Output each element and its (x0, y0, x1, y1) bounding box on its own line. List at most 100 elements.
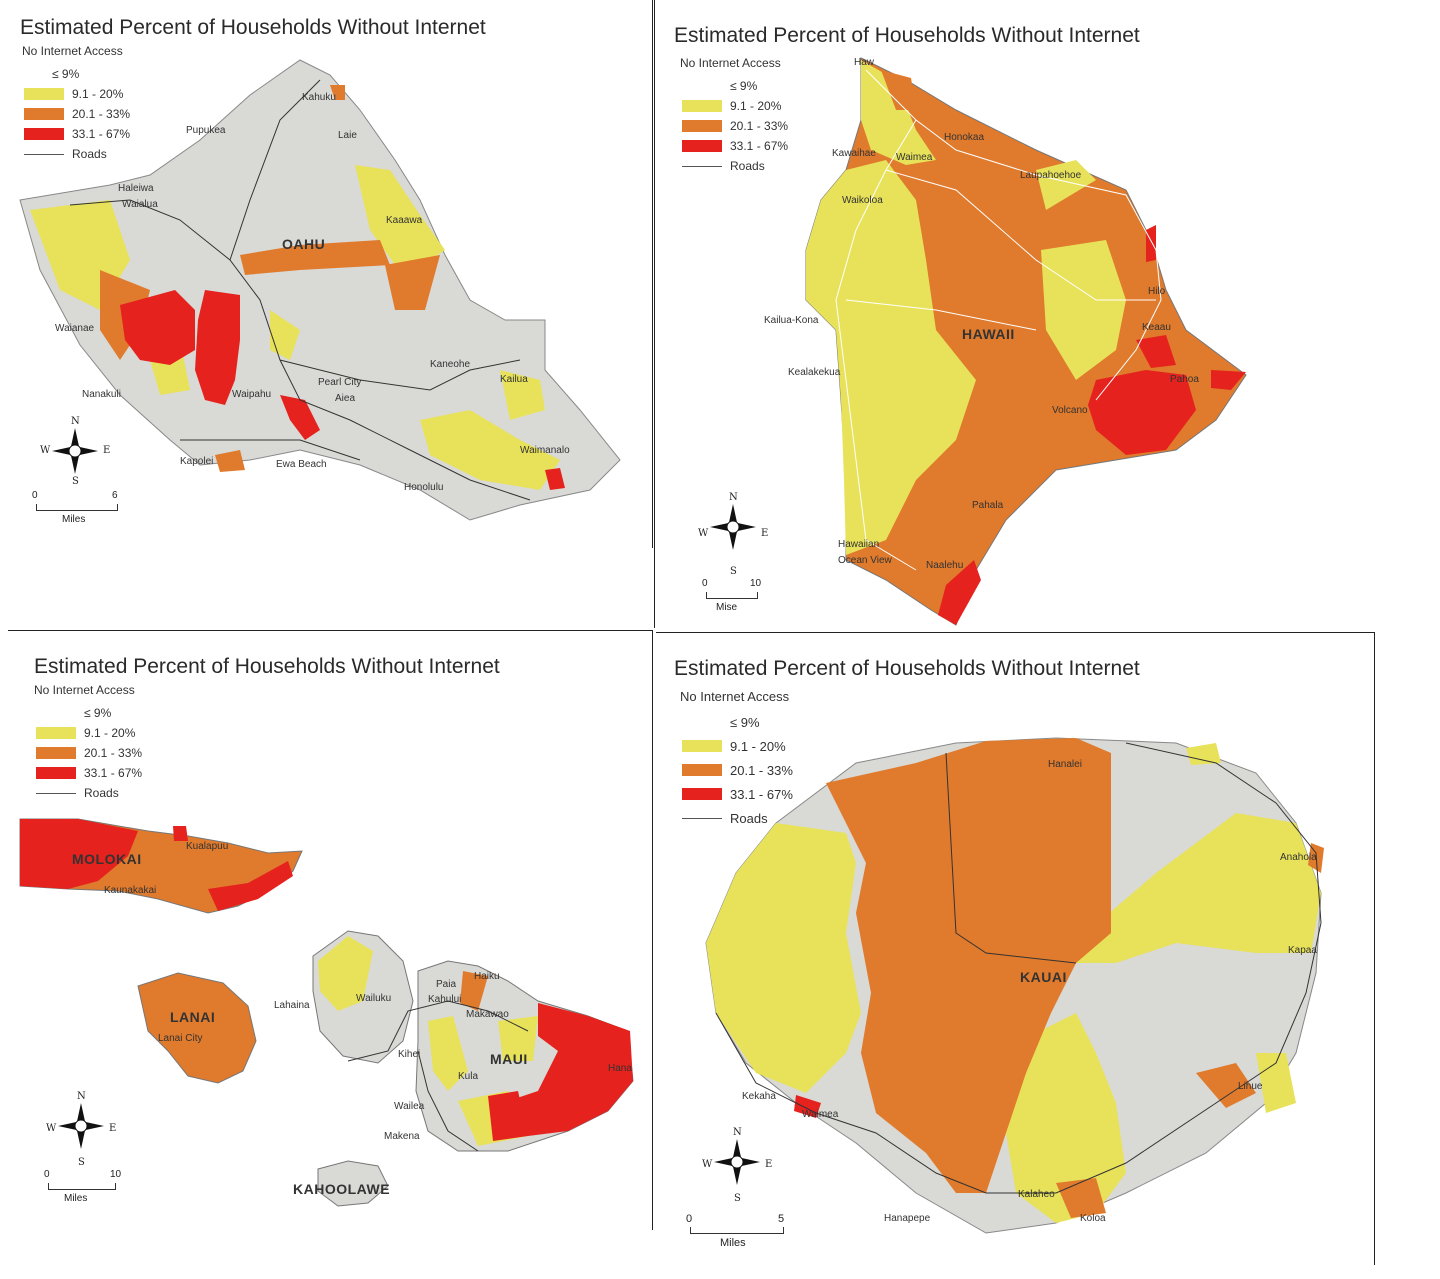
oahu-zone-33-67 (280, 395, 320, 440)
maui-map-graphic (19, 818, 634, 1207)
oahu-zone-33-67 (120, 290, 195, 365)
kauai-zone-9-20 (1256, 1053, 1296, 1113)
hawaii-map-graphic (805, 57, 1247, 626)
place-label: Kaaawa (386, 215, 423, 226)
compass-n: N (733, 1127, 742, 1138)
legend-swatch (682, 100, 722, 112)
compass-n: N (71, 416, 80, 427)
kauai-zone-9-20 (1186, 743, 1221, 765)
place-label: Kawaihae (832, 148, 876, 159)
place-label: Kahului (428, 994, 462, 1005)
scale-bar-line (706, 592, 758, 599)
place-label: Volcano (1052, 405, 1088, 416)
legend-item-20-33: 20.1 - 33% (680, 116, 788, 136)
scale-bar-line (48, 1183, 116, 1190)
place-label: Koloa (1080, 1213, 1106, 1224)
east-maui-zone-20-33 (460, 971, 488, 1011)
compass-e: E (109, 1123, 117, 1134)
north-arrow-icon: N S W E (40, 416, 110, 496)
legend-swatch (682, 788, 722, 800)
place-label: Wailea (394, 1101, 425, 1112)
oahu-island-shape (19, 59, 621, 521)
place-label: Waialua (122, 199, 158, 210)
legend-item-20-33: 20.1 - 33% (22, 104, 130, 124)
place-label: Makawao (466, 1009, 509, 1020)
compass-e: E (103, 445, 111, 456)
molokai-zone-33-67 (20, 819, 138, 889)
legend-item-le9: ≤ 9% (52, 67, 80, 81)
oahu-zone-33-67 (545, 468, 565, 490)
island-label-lanai: LANAI (170, 1009, 216, 1025)
compass-w: W (702, 1159, 713, 1170)
legend-swatch (24, 88, 64, 100)
map-title: Estimated Percent of Households Without … (674, 657, 1140, 680)
legend-road-line (682, 165, 722, 167)
map-legend: No Internet Access ≤ 9% 9.1 - 20% 20.1 -… (34, 683, 142, 803)
compass-n: N (729, 492, 738, 503)
place-label: Hilo (1148, 286, 1166, 297)
molokai-zone-33-67 (208, 861, 293, 911)
legend-road-line (682, 817, 722, 819)
scale-bar-line (690, 1227, 784, 1234)
map-title: Estimated Percent of Households Without … (34, 655, 500, 678)
place-label: Haiku (474, 971, 500, 982)
hawaii-zone-9-20 (1041, 240, 1126, 380)
place-label: Keaau (1142, 322, 1171, 333)
island-label-kahoolawe: KAHOOLAWE (293, 1181, 391, 1197)
kauai-map-graphic (705, 737, 1324, 1234)
place-label: Kapolei (180, 456, 214, 467)
east-maui-zone-33-67 (488, 1091, 528, 1141)
hawaii-zone-33-67 (1136, 335, 1176, 368)
legend-road-line (36, 792, 76, 794)
place-label: Haleiwa (118, 183, 154, 194)
legend-item-9-20: 9.1 - 20% (22, 84, 130, 104)
hawaii-zone-33-67 (1211, 370, 1246, 390)
hawaii-zone-9-20 (861, 60, 936, 165)
kauai-zone-20-33 (826, 738, 1111, 1193)
maui-roads (347, 1000, 529, 1152)
hawaii-zone-33-67 (938, 560, 981, 625)
place-label: Waimea (802, 1109, 839, 1120)
east-maui-zone-9-20 (428, 1016, 468, 1091)
hawaii-zone-9-20 (1036, 160, 1096, 210)
place-label: Waimea (896, 152, 933, 163)
island-label-maui: MAUI (490, 1051, 528, 1067)
molokai-zone-33-67 (173, 826, 188, 841)
legend-swatch (682, 120, 722, 132)
hawaii-zone-9-20 (806, 160, 976, 555)
place-label: Nanakuli (82, 389, 121, 400)
place-label: Pupukea (186, 125, 226, 136)
place-label: Kapaa (1288, 945, 1317, 956)
place-label: Kahuku (302, 92, 336, 103)
legend-item-roads: Roads (34, 783, 142, 803)
oahu-zone-20-33 (215, 450, 245, 472)
legend-heading: No Internet Access (34, 683, 135, 697)
hawaii-zone-33-67 (1146, 225, 1156, 262)
place-label: Hawaiian Ocean View (838, 539, 892, 566)
legend-item-le9: ≤ 9% (84, 706, 112, 720)
place-label: Lanai City (158, 1033, 203, 1044)
legend-item-le9: ≤ 9% (730, 79, 758, 93)
place-label: Haw (854, 57, 875, 68)
legend-swatch (36, 727, 76, 739)
place-label: Honokaa (944, 132, 985, 143)
place-label: Waikoloa (842, 195, 883, 206)
legend-item-33-67: 33.1 - 67% (680, 136, 788, 156)
hawaii-map-panel: Estimated Percent of Households Without … (656, 0, 1440, 628)
hawaii-zone-20-33 (881, 70, 916, 110)
place-label: Aiea (335, 393, 356, 404)
place-label: Hana (608, 1063, 632, 1074)
place-label: Naalehu (926, 560, 964, 571)
kauai-roads (715, 742, 1322, 1194)
place-label: Makena (384, 1131, 420, 1142)
place-label: Lihue (1238, 1081, 1263, 1092)
place-label: Pearl City (318, 377, 362, 388)
legend-swatch (682, 740, 722, 752)
place-label: Kealakekua (788, 367, 841, 378)
oahu-zone-9-20 (355, 165, 445, 265)
place-label: Kalaheo (1018, 1189, 1055, 1200)
legend-swatch (36, 747, 76, 759)
map-title: Estimated Percent of Households Without … (674, 24, 1140, 47)
legend-road-line (24, 153, 64, 155)
island-label-molokai: MOLOKAI (72, 851, 142, 867)
